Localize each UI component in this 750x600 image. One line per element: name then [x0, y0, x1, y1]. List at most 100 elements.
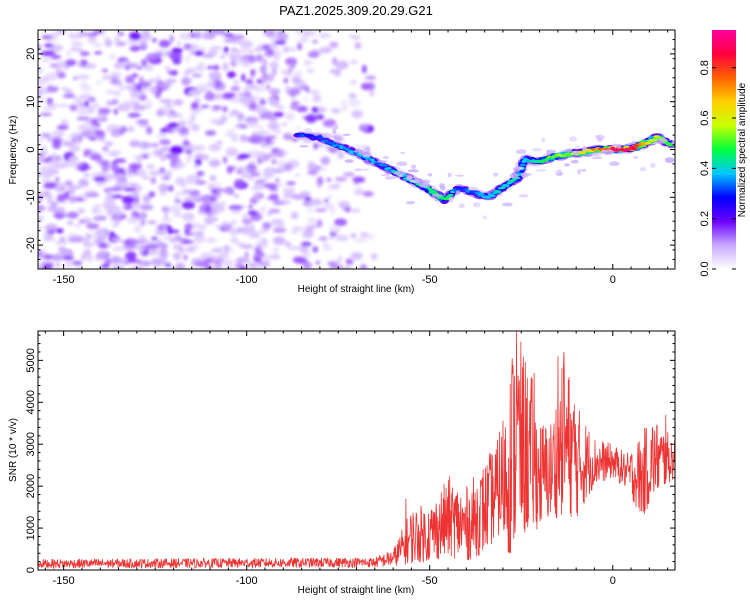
- noise-blob: [228, 227, 239, 236]
- noise-blob: [160, 128, 167, 134]
- noise-blob: [97, 112, 106, 120]
- colorbar-scale: [712, 30, 736, 269]
- noise-blob: [137, 119, 150, 124]
- noise-blob: [268, 46, 279, 50]
- noise-blob: [158, 39, 171, 48]
- noise-blob: [235, 242, 245, 247]
- noise-blob: [261, 139, 267, 148]
- noise-blob: [87, 35, 97, 44]
- noise-blob: [68, 145, 81, 153]
- noise-blob: [187, 120, 193, 127]
- noise-blob: [284, 241, 292, 248]
- noise-blob: [62, 94, 76, 98]
- noise-blob: [276, 32, 289, 42]
- noise-blob: [242, 214, 249, 219]
- noise-blob: [315, 260, 320, 265]
- noise-blob: [92, 204, 104, 208]
- noise-blob: [69, 33, 82, 40]
- halo-blob: [597, 137, 603, 142]
- noise-blob: [76, 116, 91, 121]
- noise-blob: [329, 69, 342, 74]
- noise-blob: [78, 30, 85, 38]
- noise-blob: [311, 106, 319, 114]
- colorbar-tick-label: 0.8: [699, 60, 711, 75]
- noise-blob: [47, 229, 55, 235]
- noise-blob: [258, 98, 267, 106]
- noise-blob: [138, 76, 144, 84]
- noise-blob: [128, 126, 135, 133]
- noise-blob: [51, 202, 58, 207]
- noise-blob: [236, 257, 250, 263]
- noise-blob: [247, 135, 260, 144]
- noise-blob: [119, 127, 125, 136]
- noise-blob: [148, 191, 156, 198]
- noise-blob: [212, 78, 223, 88]
- halo-blob: [572, 150, 579, 156]
- noise-blob: [74, 223, 82, 228]
- noise-blob: [295, 173, 300, 177]
- noise-blob: [244, 251, 249, 258]
- noise-blob: [128, 168, 133, 175]
- noise-blob: [136, 155, 143, 164]
- noise-blob: [307, 51, 320, 58]
- noise-blob: [169, 238, 177, 243]
- halo-blob: [331, 124, 339, 131]
- noise-blob: [227, 71, 236, 79]
- noise-blob: [332, 57, 338, 66]
- noise-blob: [204, 92, 216, 101]
- noise-blob: [191, 73, 203, 78]
- ridge-blob: [504, 184, 510, 188]
- noise-blob: [331, 107, 341, 114]
- noise-blob: [131, 210, 139, 220]
- noise-blob: [181, 77, 191, 86]
- noise-blob: [247, 120, 258, 128]
- noise-blob: [83, 148, 92, 155]
- noise-blob: [44, 223, 58, 232]
- noise-blob: [365, 75, 377, 80]
- noise-blob: [96, 159, 109, 165]
- y-tick-label: 20: [25, 48, 37, 60]
- noise-blob: [82, 242, 95, 248]
- noise-blob: [88, 136, 98, 141]
- noise-blob: [199, 224, 206, 231]
- noise-blob: [45, 86, 59, 92]
- noise-blob: [161, 257, 168, 266]
- halo-blob: [518, 194, 529, 198]
- noise-blob: [57, 104, 70, 108]
- noise-blob: [257, 158, 262, 165]
- noise-blob: [209, 158, 216, 162]
- halo-blob: [377, 160, 388, 163]
- noise-blob: [283, 162, 293, 172]
- x-tick-label: -50: [422, 274, 438, 286]
- noise-blob: [56, 193, 70, 201]
- noise-blob: [167, 112, 173, 119]
- noise-blob: [140, 59, 148, 67]
- noise-blob: [190, 123, 200, 132]
- noise-blob: [232, 203, 238, 211]
- halo-blob: [342, 133, 351, 136]
- noise-blob: [206, 65, 216, 70]
- noise-blob: [300, 36, 309, 44]
- noise-blob: [273, 111, 285, 118]
- colorbar-tick-label: 0.4: [699, 161, 711, 176]
- noise-blob: [290, 100, 300, 106]
- noise-blob: [174, 162, 186, 168]
- noise-blob: [54, 241, 68, 245]
- noise-blob: [115, 41, 127, 47]
- noise-blob: [333, 73, 342, 77]
- noise-blob: [210, 212, 220, 216]
- x-tick-label: -100: [236, 274, 258, 286]
- noise-blob: [266, 196, 280, 200]
- noise-blob: [294, 70, 303, 77]
- halo-blob: [570, 159, 579, 164]
- noise-blob: [354, 188, 364, 196]
- halo-blob: [602, 149, 615, 155]
- noise-blob: [323, 202, 334, 210]
- noise-blob: [100, 263, 110, 269]
- halo-blob: [467, 186, 479, 191]
- noise-blob: [350, 232, 357, 239]
- noise-blob: [189, 47, 195, 56]
- noise-blob: [229, 97, 243, 103]
